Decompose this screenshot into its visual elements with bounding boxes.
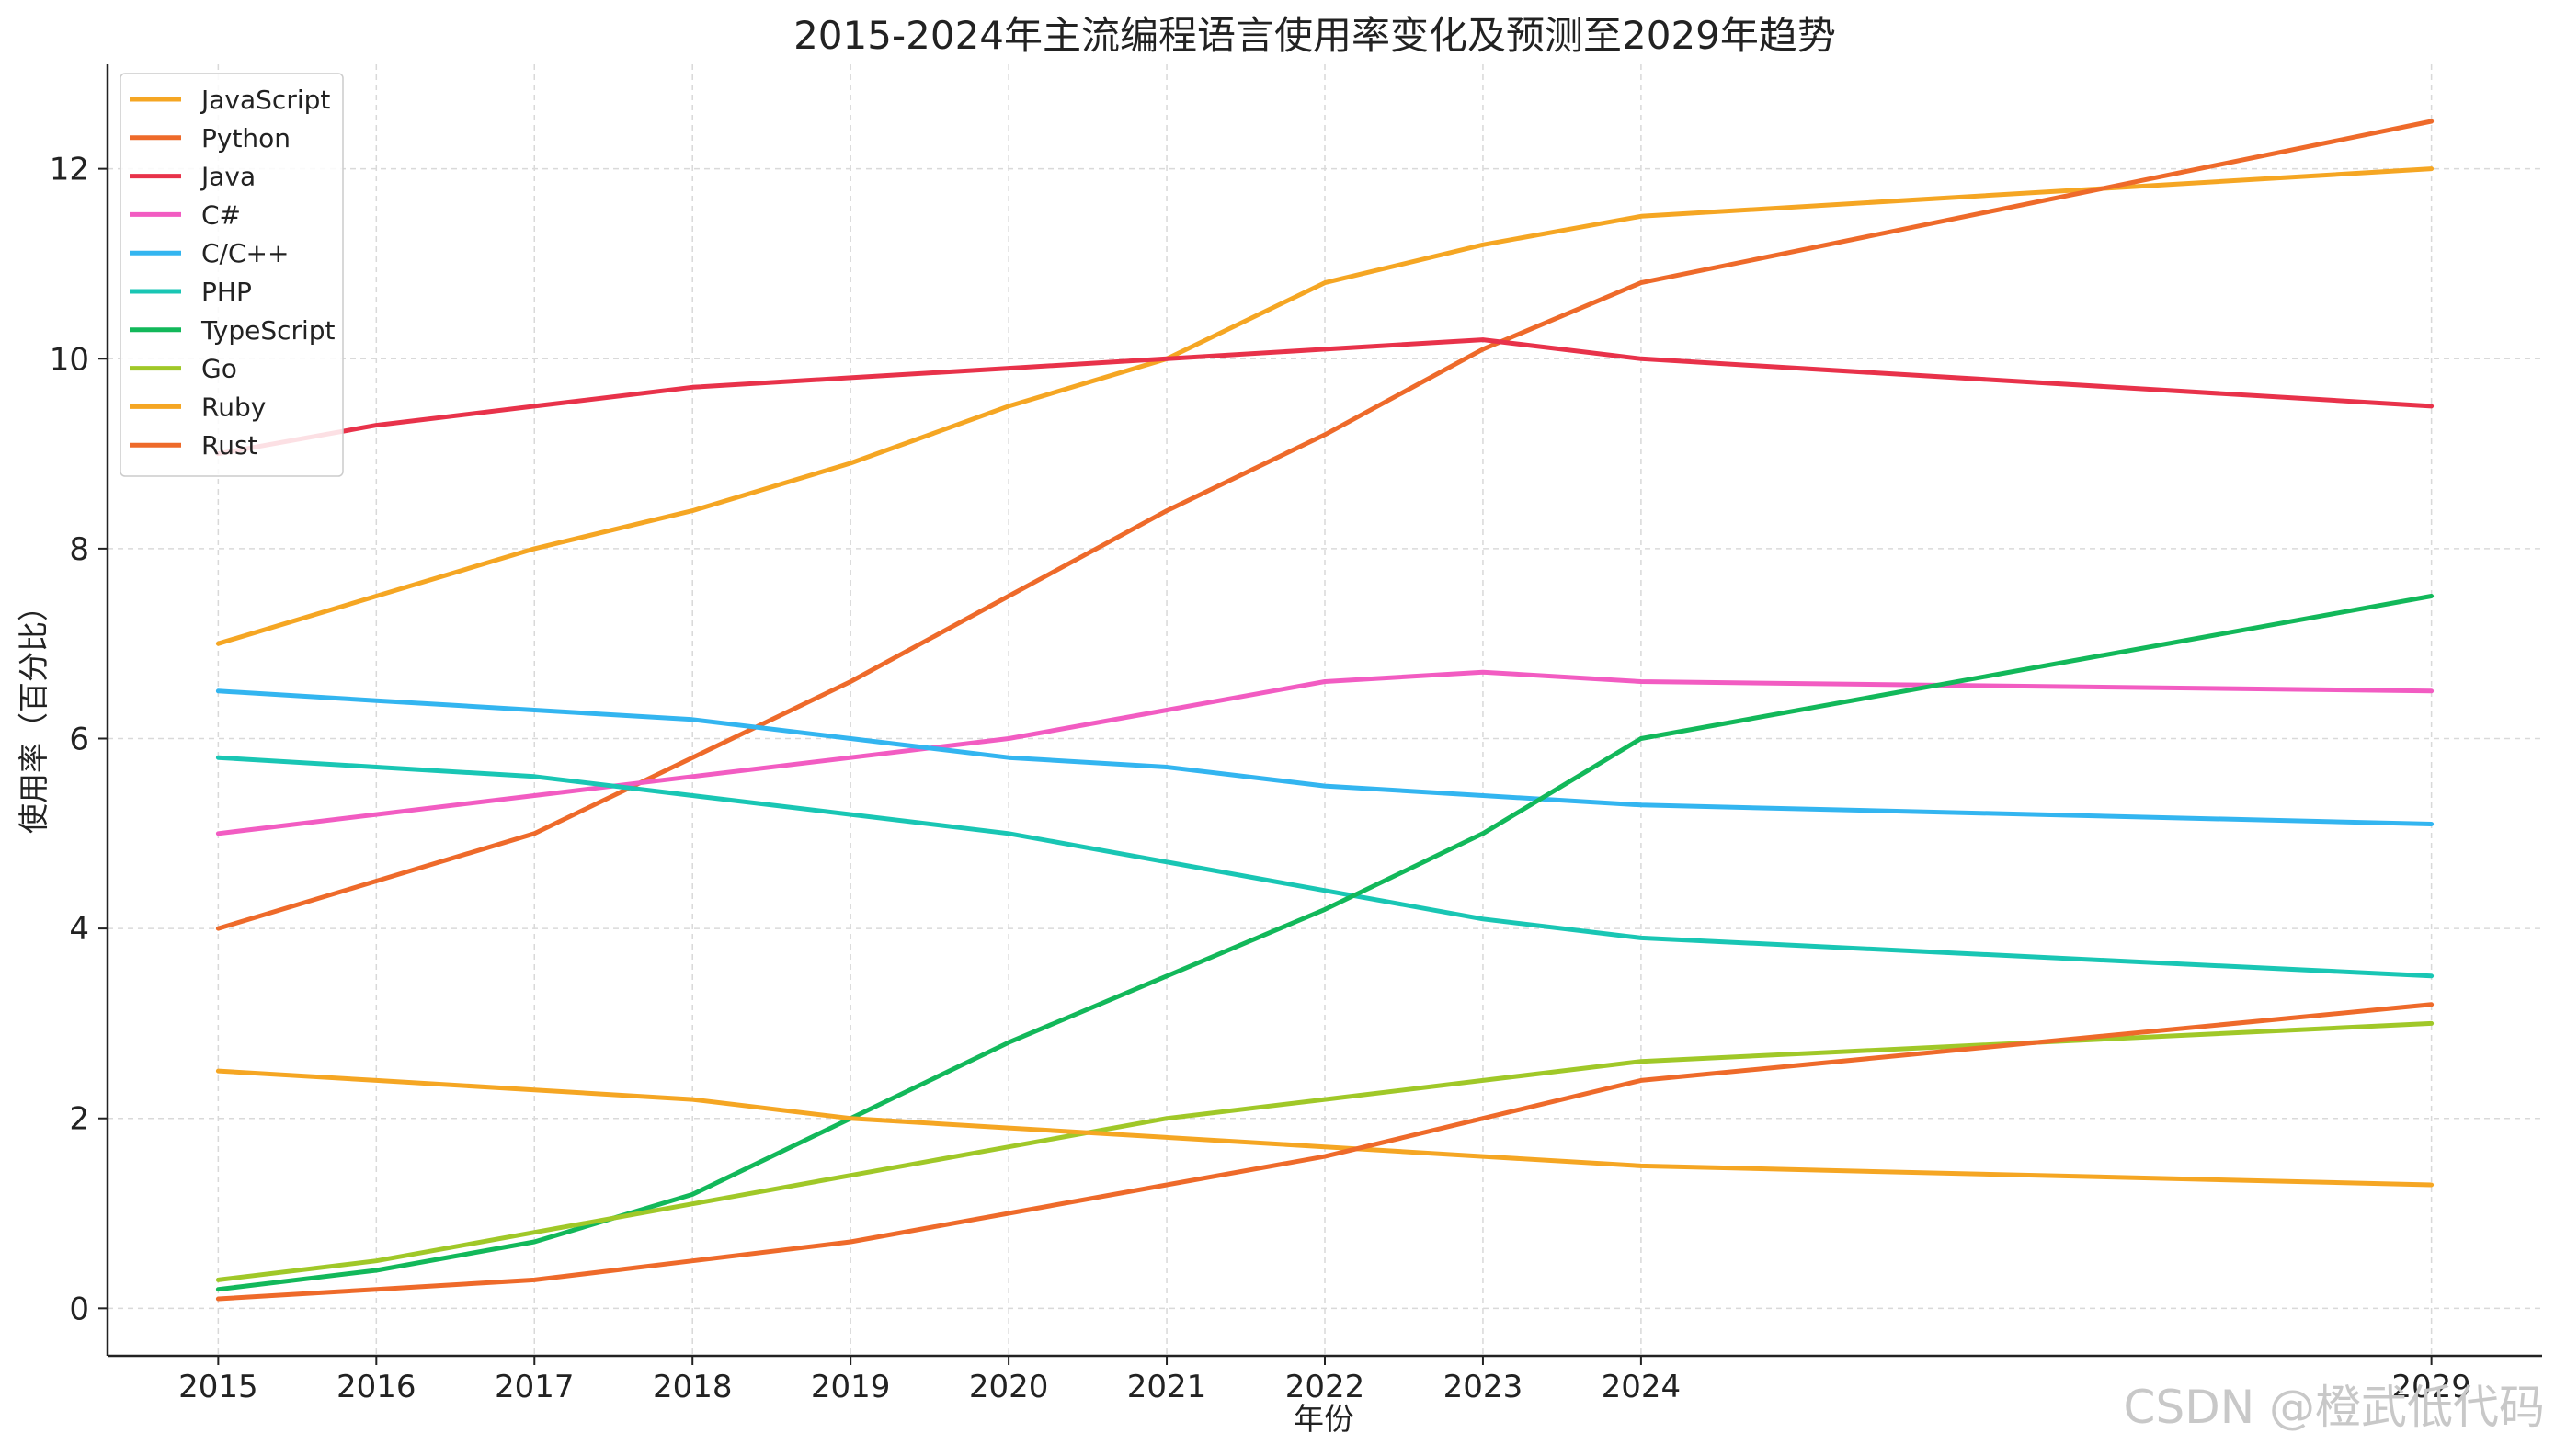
series-line-typescript: [215, 594, 2435, 1292]
legend-label-javascript: JavaScript: [200, 85, 330, 115]
axes-layer: 2015 2016 2017 2018 2019 2020 2021 2022 2023 2024…: [50, 64, 2542, 1405]
x-tick-label: 2015: [178, 1369, 258, 1405]
legend-label-typescript: TypeScript: [200, 315, 336, 346]
legend-label-c: C#: [201, 199, 241, 230]
y-tick-label: 8: [69, 531, 89, 568]
series-line-python: [215, 119, 2435, 931]
series-line-java: [215, 337, 2435, 457]
legend: JavaScript Python Java C# C/C++ PHP TypeScript…: [120, 73, 344, 477]
series-line-c-c: [215, 688, 2435, 826]
series-line-rust: [215, 1002, 2435, 1302]
y-tick-label: 2: [69, 1101, 89, 1138]
x-tick-label: 2024: [1602, 1369, 1682, 1405]
x-tick-label: 2019: [811, 1369, 891, 1405]
legend-label-go: Go: [201, 354, 237, 384]
x-tick-label: 2020: [969, 1369, 1049, 1405]
series-line-php: [215, 755, 2435, 979]
legend-label-rust: Rust: [201, 430, 258, 461]
series-line-c: [215, 669, 2435, 836]
watermark-text: CSDN @橙武低代码: [2124, 1381, 2545, 1434]
series-line-javascript: [215, 166, 2435, 646]
x-tick-label: 2023: [1443, 1369, 1523, 1405]
y-tick-label: 4: [69, 911, 89, 948]
y-tick-label: 12: [50, 152, 89, 188]
y-axis-title: 使用率（百分比）: [16, 591, 51, 834]
x-tick-label: 2022: [1285, 1369, 1365, 1405]
x-tick-label: 2021: [1127, 1369, 1207, 1405]
y-tick-label: 10: [50, 341, 89, 378]
legend-label-c-c: C/C++: [201, 238, 289, 268]
legend-label-java: Java: [200, 162, 256, 192]
x-tick-label: 2029: [2391, 1369, 2471, 1405]
y-tick-label: 0: [69, 1291, 89, 1327]
x-axis-title: 年份: [1294, 1401, 1354, 1437]
chart-title: 2015-2024年主流编程语言使用率变化及预测至2029年趋势: [793, 13, 1836, 58]
series-line-ruby: [215, 1068, 2435, 1188]
series-layer: [215, 119, 2435, 1302]
y-tick-label: 6: [69, 721, 89, 757]
series-line-go: [215, 1020, 2435, 1282]
legend-label-ruby: Ruby: [201, 392, 266, 422]
x-tick-label: 2016: [336, 1369, 416, 1405]
x-tick-label: 2018: [653, 1369, 733, 1405]
legend-label-python: Python: [201, 123, 291, 154]
grid-layer: [108, 64, 2542, 1356]
x-tick-label: 2017: [495, 1369, 575, 1405]
legend-label-php: PHP: [201, 277, 252, 307]
